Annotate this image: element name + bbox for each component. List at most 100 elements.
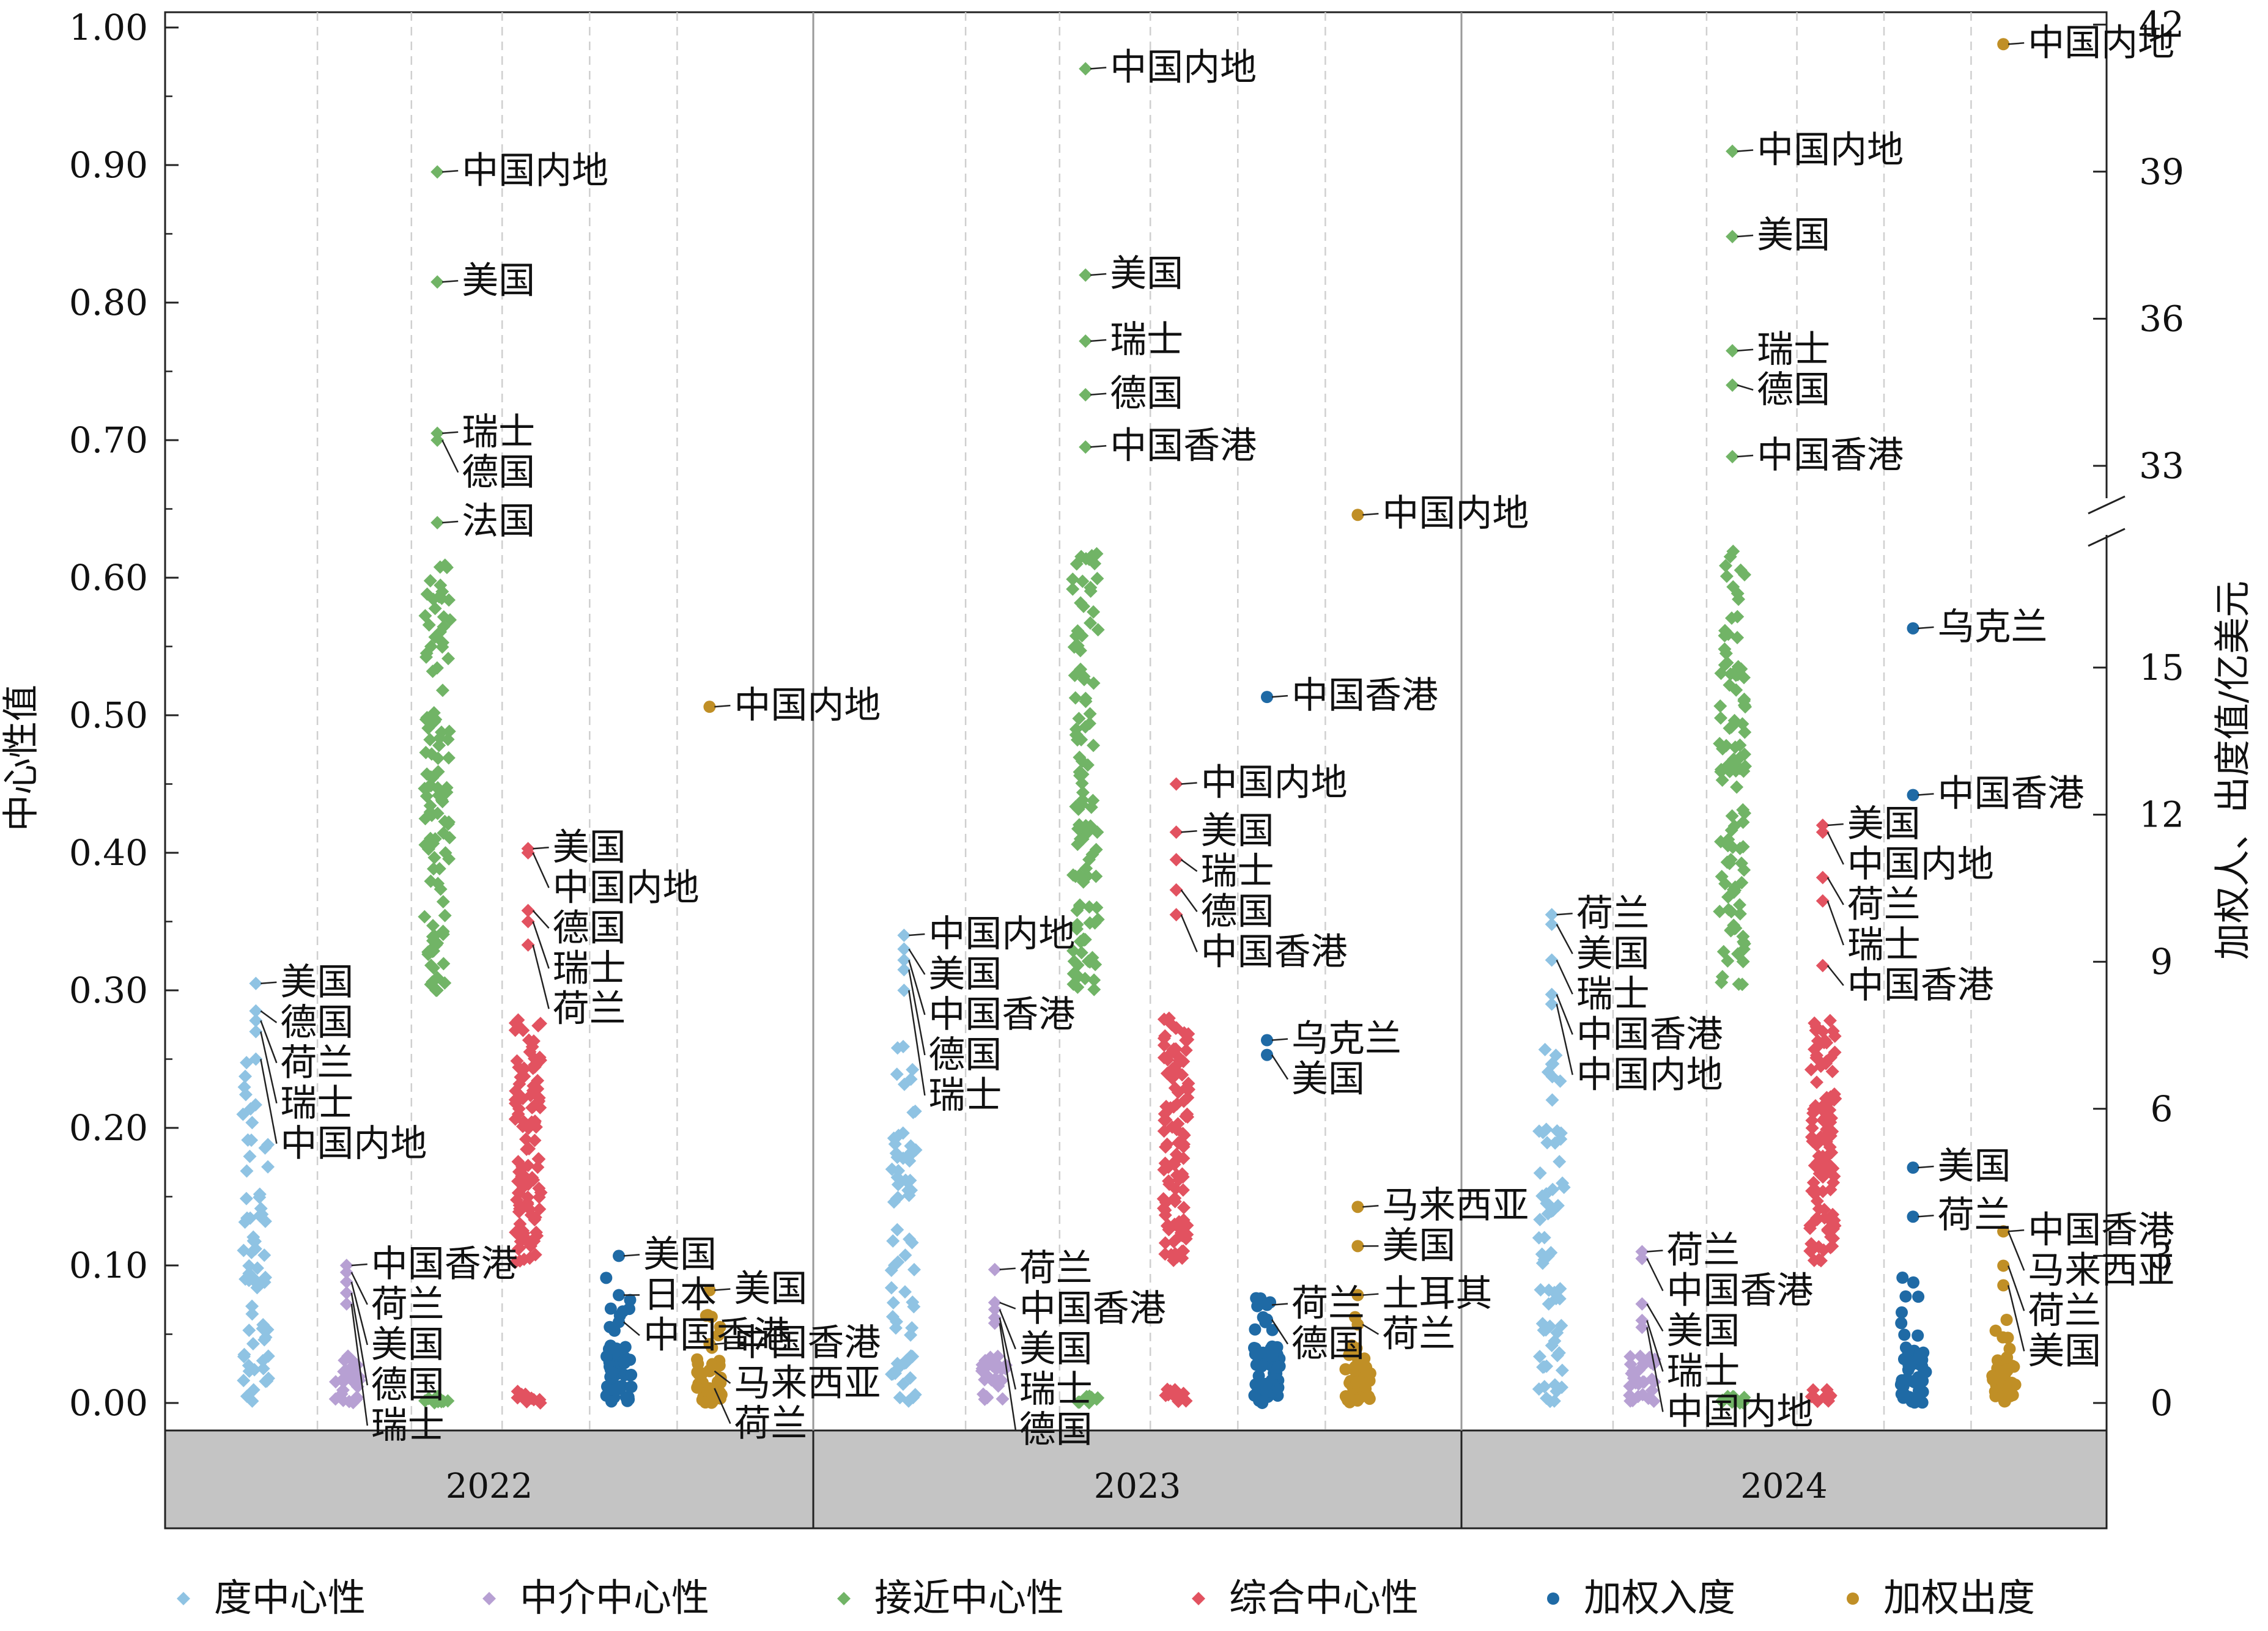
legend-marker [1192, 1592, 1205, 1605]
legend-marker [177, 1592, 190, 1605]
background-point [893, 1391, 907, 1405]
background-point [1823, 1240, 1838, 1254]
data-point [897, 942, 911, 956]
data-point [430, 516, 445, 529]
background-point [420, 767, 434, 781]
background-point [532, 1091, 546, 1105]
data-point [1545, 997, 1559, 1011]
background-point [1809, 1020, 1823, 1034]
point-label: 马来西亚 [1382, 1184, 1529, 1227]
leader-line [623, 1321, 640, 1336]
background-point [519, 1170, 533, 1184]
background-point [1266, 1340, 1279, 1353]
background-point [892, 1128, 906, 1143]
background-point [1552, 1346, 1566, 1360]
background-point [1073, 768, 1087, 782]
leader-line [1918, 1214, 1934, 1218]
data-point [897, 984, 911, 997]
left-axis: 0.00 0.10 0.20 0.30 0.40 0.50 0.60 0.70 0.80 0.90… [69, 7, 179, 1424]
background-point [887, 1195, 901, 1209]
point-label: 荷兰 [1847, 883, 1921, 926]
leader-line [1646, 1320, 1664, 1372]
background-point [1362, 1390, 1375, 1403]
leader-line [350, 1272, 368, 1305]
background-point [441, 732, 455, 746]
background-point [1162, 1174, 1176, 1188]
background-point [1713, 737, 1727, 751]
background-point [1737, 764, 1751, 778]
background-point [1898, 1328, 1911, 1341]
background-point [1719, 559, 1733, 573]
background-point [1636, 1357, 1650, 1371]
leader-line [1271, 1038, 1288, 1041]
background-point [624, 1294, 637, 1306]
background-point [1895, 1317, 1908, 1330]
point-label: 法国 [462, 500, 535, 543]
leader-line [442, 170, 459, 173]
background-point [885, 1309, 899, 1324]
background-point [236, 1107, 250, 1121]
right-tick-label: 36 [2139, 298, 2184, 339]
data-point [1816, 959, 1830, 973]
background-point [1714, 666, 1728, 680]
leader-line [714, 1388, 731, 1424]
background-point [1724, 905, 1738, 919]
background-point [1074, 596, 1088, 610]
background-point [423, 733, 437, 747]
background-point [1076, 574, 1090, 588]
background-point [890, 1067, 904, 1081]
background-point [426, 665, 440, 679]
background-point [888, 1321, 903, 1335]
data-point [1169, 825, 1183, 839]
data-point [1907, 789, 1919, 801]
background-point [1805, 1113, 1819, 1127]
point-label: 美国 [371, 1324, 445, 1366]
data-point [1079, 334, 1093, 348]
point-label: 美国 [1201, 809, 1274, 852]
data-point [988, 1303, 1002, 1316]
background-point [1077, 932, 1091, 946]
point-label: 美国 [1019, 1328, 1093, 1371]
background-point [1167, 1158, 1181, 1172]
background-point [975, 1361, 989, 1375]
background-point [242, 1358, 256, 1372]
background-point [1827, 1169, 1841, 1184]
leader-line [1737, 384, 1754, 391]
data-point [1261, 1298, 1273, 1311]
data-point [1079, 388, 1093, 402]
background-point [1176, 1244, 1191, 1258]
leader-line [2008, 42, 2025, 45]
background-point [1076, 786, 1090, 800]
background-point [1176, 1183, 1190, 1197]
leader-line [909, 933, 925, 937]
leader-line [1827, 965, 1844, 986]
axis-break-gap [2102, 498, 2111, 535]
background-point [1074, 732, 1088, 746]
background-point [1084, 616, 1098, 630]
data-point [703, 1382, 716, 1394]
left-tick-label: 0.90 [69, 144, 148, 186]
background-point [256, 1353, 270, 1368]
background-point [435, 795, 449, 809]
leader-line [442, 431, 459, 434]
background-point [1636, 1388, 1650, 1402]
background-point [1171, 1117, 1185, 1131]
background-point [2003, 1342, 2016, 1355]
year-strip [812, 1429, 1463, 1530]
background-point [1811, 1034, 1825, 1048]
leader-line [1181, 782, 1197, 785]
legend-label: 加权出度 [1883, 1575, 2035, 1620]
data-point [1261, 1313, 1273, 1326]
point-label: 瑞士 [928, 1074, 1002, 1117]
leader-line [1090, 273, 1107, 276]
background-point [903, 1154, 917, 1168]
point-label: 德国 [1757, 369, 1830, 411]
background-point [242, 1324, 256, 1338]
background-point [1163, 1066, 1177, 1080]
leader-line [1362, 1324, 1380, 1335]
background-point [898, 1356, 912, 1370]
leader-line [1271, 1054, 1289, 1080]
background-point [1896, 1272, 1909, 1284]
leader-line [442, 520, 459, 524]
